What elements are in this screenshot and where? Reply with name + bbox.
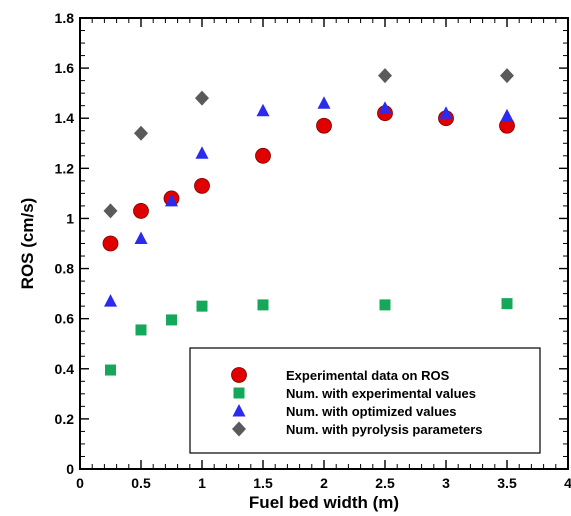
x-tick-label: 3 xyxy=(442,475,450,491)
legend: Experimental data on ROS Num. with exper… xyxy=(189,347,541,454)
legend-box xyxy=(189,347,541,454)
x-tick-label: 3.5 xyxy=(497,475,517,491)
x-tick-label: 2.5 xyxy=(375,475,395,491)
legend-marker-circle xyxy=(231,367,247,383)
data-point-triangle xyxy=(165,193,178,207)
data-point-circle xyxy=(133,203,149,219)
data-point-diamond xyxy=(103,203,118,219)
x-tick-label: 0 xyxy=(76,475,84,491)
series-triangle xyxy=(104,96,514,307)
data-point-square xyxy=(196,300,208,312)
y-tick-label: 1.6 xyxy=(55,60,75,76)
data-point-circle xyxy=(194,177,210,194)
data-point-square xyxy=(501,298,513,310)
legend-label-num-optimized: Num. with optimized values xyxy=(286,404,456,419)
data-point-triangle xyxy=(195,146,209,159)
data-point-square xyxy=(379,299,391,311)
x-tick-label: 2 xyxy=(320,475,328,491)
data-point-triangle xyxy=(256,103,270,117)
legend-marker-square xyxy=(233,387,245,399)
data-point-square xyxy=(257,299,269,311)
x-tick-label: 4 xyxy=(564,475,571,491)
y-tick-label: 1.4 xyxy=(55,110,75,126)
y-tick-label: 0 xyxy=(66,461,74,477)
data-series xyxy=(102,68,515,376)
legend-label-experimental: Experimental data on ROS xyxy=(286,368,450,383)
y-tick-label: 1.2 xyxy=(55,160,75,176)
data-point-diamond xyxy=(378,68,392,84)
data-point-circle xyxy=(102,235,119,252)
data-point-square xyxy=(166,314,177,326)
y-tick-label: 0.4 xyxy=(55,361,75,377)
legend-label-num-pyrolysis: Num. with pyrolysis parameters xyxy=(286,422,483,437)
series-square xyxy=(105,298,513,376)
data-point-circle xyxy=(255,147,271,164)
y-tick-label: 0.6 xyxy=(55,311,75,327)
y-tick-label: 0.2 xyxy=(55,411,75,427)
data-point-diamond xyxy=(500,68,514,84)
plot-frame xyxy=(79,17,569,470)
y-tick-label: 1.8 xyxy=(55,10,75,26)
data-point-diamond xyxy=(134,125,148,141)
data-point-triangle xyxy=(378,101,392,114)
y-axis-title: ROS (cm/s) xyxy=(18,198,37,290)
legend-marker-diamond xyxy=(232,421,246,437)
legend-markers xyxy=(231,367,247,437)
data-point-diamond xyxy=(195,90,209,106)
data-point-triangle xyxy=(104,294,117,307)
data-point-square xyxy=(105,364,116,376)
data-point-square xyxy=(135,324,147,336)
x-tick-label: 0.5 xyxy=(131,475,151,491)
legend-marker-triangle xyxy=(232,404,246,417)
data-point-circle xyxy=(316,117,332,134)
series-circle xyxy=(102,105,515,252)
series-diamond xyxy=(103,68,514,219)
y-tick-label: 0.8 xyxy=(55,261,75,277)
x-tick-label: 1.5 xyxy=(253,475,273,491)
data-point-triangle xyxy=(500,108,514,122)
y-tick-label: 1 xyxy=(66,210,74,226)
data-point-triangle xyxy=(134,231,148,244)
legend-label-num-experimental: Num. with experimental values xyxy=(286,386,476,401)
data-point-triangle xyxy=(439,106,453,119)
x-tick-label: 1 xyxy=(198,475,206,491)
data-point-triangle xyxy=(317,96,331,109)
x-axis-title: Fuel bed width (m) xyxy=(249,493,399,512)
